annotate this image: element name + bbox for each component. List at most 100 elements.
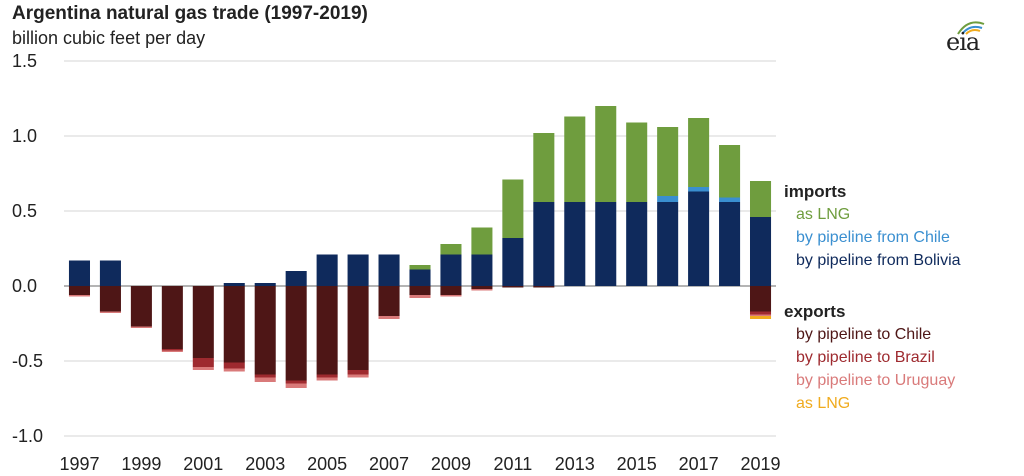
x-tick-label: 2005	[307, 454, 347, 474]
bar-export-by-pipeline-to-uruguay	[130, 326, 152, 328]
x-tick-label: 2003	[245, 454, 285, 474]
bar-export-by-pipeline-to-chile	[409, 286, 431, 295]
bar-as-lng	[502, 179, 524, 238]
legend-item-imports-bolivia: by pipeline from Bolivia	[796, 252, 961, 269]
legend-item-exports-lng: as LNG	[796, 395, 851, 412]
chart-subtitle: billion cubic feet per day	[12, 28, 206, 48]
legend-item-imports-lng: as LNG	[796, 206, 851, 223]
bar-export-by-pipeline-to-chile	[502, 286, 524, 288]
y-tick-label: -1.0	[12, 426, 43, 446]
bar-export-by-pipeline-to-chile	[161, 286, 183, 349]
bar-by-pipeline-from-bolivia	[595, 202, 617, 286]
bar-export-by-pipeline-to-uruguay	[378, 316, 400, 319]
bar-by-pipeline-from-bolivia	[502, 238, 524, 286]
bar-export-by-pipeline-to-brazil	[223, 362, 245, 369]
bar-as-lng	[471, 227, 493, 255]
bar-as-lng	[749, 181, 772, 217]
x-tick-label: 2001	[183, 454, 223, 474]
legend-imports: imports as LNG by pipeline from Chile by…	[784, 180, 961, 272]
bar-by-pipeline-from-bolivia	[719, 202, 741, 286]
bar-export-as-lng	[749, 316, 772, 319]
bar-export-by-pipeline-to-chile	[440, 286, 462, 295]
bar-as-lng	[719, 145, 741, 198]
legend-item-exports-brazil: by pipeline to Brazil	[796, 349, 935, 366]
bar-as-lng	[440, 244, 462, 255]
legend-item-exports-uruguay: by pipeline to Uruguay	[796, 372, 956, 389]
x-tick-label: 1999	[121, 454, 161, 474]
bar-by-pipeline-from-bolivia	[316, 254, 338, 286]
legend-exports-heading: exports	[784, 302, 846, 321]
legend-imports-heading: imports	[784, 182, 847, 201]
bar-by-pipeline-from-bolivia	[409, 269, 431, 286]
bar-as-lng	[657, 127, 679, 196]
x-tick-label: 1997	[59, 454, 99, 474]
bar-export-by-pipeline-to-brazil	[254, 374, 276, 378]
bar-by-pipeline-from-bolivia	[223, 283, 245, 286]
x-tick-label: 2019	[740, 454, 780, 474]
bar-export-by-pipeline-to-uruguay	[254, 377, 276, 382]
bar-export-by-pipeline-to-chile	[285, 286, 307, 381]
x-tick-label: 2017	[679, 454, 719, 474]
bar-export-by-pipeline-to-chile	[533, 286, 555, 288]
eia-logo-text: eia	[946, 28, 980, 56]
bar-export-by-pipeline-to-uruguay	[440, 295, 462, 297]
bar-export-by-pipeline-to-chile	[347, 286, 369, 370]
bar-export-by-pipeline-to-uruguay	[409, 295, 431, 298]
bar-as-lng	[688, 118, 710, 187]
x-tick-label: 2011	[494, 454, 533, 474]
eia-logo-icon	[957, 21, 985, 35]
bar-export-by-pipeline-to-chile	[99, 286, 121, 312]
bar-export-by-pipeline-to-chile	[68, 286, 91, 295]
bar-by-pipeline-from-bolivia	[99, 260, 121, 286]
y-tick-label: 1.0	[12, 126, 37, 146]
bar-export-by-pipeline-to-brazil	[749, 311, 772, 315]
bar-by-pipeline-from-bolivia	[533, 202, 555, 286]
bar-by-pipeline-from-bolivia	[688, 191, 710, 286]
chart-title: Argentina natural gas trade (1997-2019)	[12, 3, 368, 24]
bar-by-pipeline-from-chile	[719, 197, 741, 202]
bar-by-pipeline-from-bolivia	[68, 260, 91, 286]
x-tick-label: 2015	[617, 454, 657, 474]
bar-export-by-pipeline-to-uruguay	[316, 377, 338, 381]
bar-export-by-pipeline-to-chile	[749, 286, 772, 312]
bar-export-by-pipeline-to-brazil	[192, 358, 214, 367]
bar-export-by-pipeline-to-brazil	[285, 380, 307, 384]
bar-by-pipeline-from-bolivia	[285, 271, 307, 286]
legend-item-exports-chile: by pipeline to Chile	[796, 326, 932, 343]
y-tick-label: -0.5	[12, 351, 43, 371]
bar-export-by-pipeline-to-chile	[471, 286, 493, 289]
bar-as-lng	[626, 122, 648, 202]
bar-export-by-pipeline-to-uruguay	[285, 383, 307, 388]
y-tick-label: 0.5	[12, 201, 37, 221]
bar-export-by-pipeline-to-chile	[316, 286, 338, 375]
bar-export-by-pipeline-to-chile	[223, 286, 245, 363]
bar-by-pipeline-from-bolivia	[749, 217, 772, 286]
bar-by-pipeline-from-bolivia	[564, 202, 586, 286]
bar-as-lng	[595, 106, 617, 202]
bar-export-by-pipeline-to-uruguay	[192, 367, 214, 370]
x-tick-label: 2007	[369, 454, 409, 474]
bar-export-by-pipeline-to-uruguay	[161, 350, 183, 352]
bar-by-pipeline-from-bolivia	[657, 202, 679, 286]
bar-as-lng	[409, 265, 431, 270]
bar-export-by-pipeline-to-chile	[378, 286, 400, 316]
bar-export-by-pipeline-to-uruguay	[68, 295, 91, 297]
bar-export-by-pipeline-to-uruguay	[99, 311, 121, 313]
bar-export-by-pipeline-to-chile	[254, 286, 276, 375]
y-tick-label: 1.5	[12, 51, 37, 71]
bar-by-pipeline-from-chile	[657, 196, 679, 202]
bar-export-by-pipeline-to-brazil	[316, 374, 338, 378]
bar-by-pipeline-from-bolivia	[347, 254, 369, 286]
bar-by-pipeline-from-chile	[688, 187, 710, 192]
bar-export-by-pipeline-to-uruguay	[347, 374, 369, 378]
bar-by-pipeline-from-bolivia	[254, 283, 276, 286]
bar-by-pipeline-from-bolivia	[471, 254, 493, 286]
bar-export-by-pipeline-to-brazil	[347, 370, 369, 375]
legend-exports: exports by pipeline to Chile by pipeline…	[784, 300, 955, 415]
bar-by-pipeline-from-bolivia	[440, 254, 462, 286]
bar-as-lng	[564, 116, 586, 202]
bar-export-by-pipeline-to-uruguay	[471, 289, 493, 291]
bar-export-by-pipeline-to-chile	[192, 286, 214, 358]
bar-export-by-pipeline-to-uruguay	[749, 314, 772, 316]
